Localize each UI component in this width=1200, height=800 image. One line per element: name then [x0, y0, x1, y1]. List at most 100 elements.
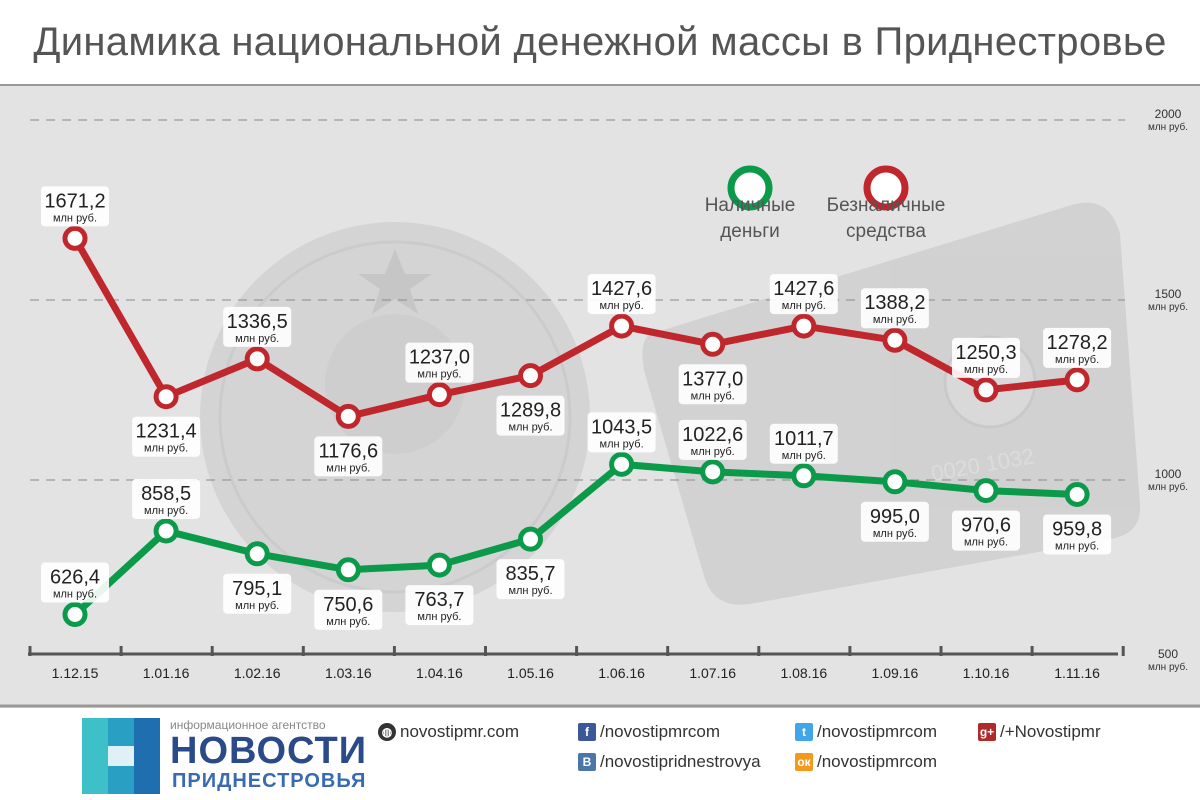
chart-title: Динамика национальной денежной массы в П…	[33, 20, 1167, 64]
data-label-bg	[587, 412, 656, 453]
data-label-bg	[769, 274, 838, 315]
data-point	[791, 463, 817, 489]
data-point	[62, 225, 88, 251]
x-axis: 1.12.15 1.01.16 1.02.16 1.03.16 1.04.16 1.05.…	[28, 646, 1125, 681]
data-point	[426, 552, 452, 578]
twitter-link[interactable]: t /novostipmrcom	[795, 722, 937, 742]
y-tick-unit: млн руб.	[1148, 481, 1188, 493]
data-point	[973, 478, 999, 504]
data-point	[700, 331, 726, 357]
data-label-unit: млн руб.	[326, 616, 370, 628]
data-point	[973, 377, 999, 403]
brand-subtitle: ПРИДНЕСТРОВЬЯ	[172, 770, 367, 792]
data-label-bg	[860, 501, 929, 542]
news-logo-icon	[82, 718, 160, 794]
x-tick-label: 1.05.16	[507, 665, 554, 681]
google-plus-icon: g+	[978, 723, 996, 741]
data-point	[518, 363, 543, 389]
data-label-bg	[223, 573, 292, 614]
data-label-value: 1278,2	[1047, 332, 1108, 354]
odnoklassniki-link[interactable]: ок /novostipmrcom	[795, 752, 937, 772]
data-label-value: 1427,6	[773, 278, 834, 300]
data-point	[882, 469, 908, 495]
gplus-link[interactable]: g+ /+Novostipmr	[978, 722, 1101, 741]
x-tick-label: 1.11.16	[1054, 665, 1100, 681]
data-label-value: 1388,2	[864, 292, 925, 314]
agency-caption: информационное агентство	[170, 718, 326, 732]
twitter-icon: t	[795, 723, 813, 741]
data-point	[62, 601, 88, 627]
y-tick-unit: млн руб.	[1148, 301, 1188, 313]
data-point	[153, 384, 179, 410]
odnoklassniki-icon: ок	[795, 753, 813, 771]
data-label-unit: млн руб.	[235, 333, 279, 345]
data-label-bg	[496, 559, 565, 600]
data-label-bg	[678, 364, 747, 405]
data-point	[244, 346, 270, 372]
data-label-bg	[405, 585, 474, 626]
y-tick-label: 1000	[1155, 467, 1182, 481]
data-label-unit: млн руб.	[1055, 540, 1099, 552]
data-point	[700, 459, 726, 485]
data-point	[426, 382, 452, 408]
data-label-value: 1250,3	[955, 342, 1016, 364]
data-point	[153, 518, 179, 544]
vk-link[interactable]: B /novostipridnestrovya	[578, 752, 761, 772]
data-label-value: 1231,4	[136, 421, 197, 443]
data-point	[335, 403, 361, 429]
globe-icon: ◍	[378, 723, 396, 741]
x-tick-label: 1.08.16	[780, 665, 827, 681]
data-label-bg	[314, 589, 383, 630]
data-label-value: 1011,7	[774, 428, 834, 450]
data-label-unit: млн руб.	[691, 446, 735, 458]
data-label-bg	[952, 510, 1020, 551]
data-label-unit: млн руб.	[508, 585, 552, 597]
data-label-unit: млн руб.	[600, 300, 644, 312]
legend-label: средства	[846, 221, 926, 242]
data-label-unit: млн руб.	[873, 314, 917, 326]
y-tick-label: 2000	[1155, 107, 1182, 121]
x-tick-label: 1.10.16	[963, 665, 1010, 681]
data-label-value: 858,5	[141, 483, 191, 505]
data-label-unit: млн руб.	[1055, 354, 1099, 366]
data-label-value: 1022,6	[682, 424, 743, 446]
data-label-value: 763,7	[414, 589, 464, 611]
data-label-value: 1427,6	[591, 278, 652, 300]
x-tick-label: 1.09.16	[872, 665, 919, 681]
data-label-bg	[1043, 514, 1112, 555]
legend-marker	[727, 165, 773, 211]
legend-label: деньги	[720, 221, 780, 242]
facebook-link[interactable]: f /novostipmrcom	[578, 722, 720, 742]
data-label-value: 1336,5	[227, 311, 288, 333]
data-label-bg	[860, 288, 929, 329]
data-label-bg	[952, 337, 1020, 378]
x-tick-label: 1.01.16	[143, 665, 190, 681]
data-label-bg	[405, 342, 474, 383]
data-label-unit: млн руб.	[964, 537, 1008, 549]
data-point	[244, 541, 270, 567]
facebook-icon: f	[578, 723, 596, 741]
data-point	[882, 327, 908, 353]
data-label-unit: млн руб.	[235, 600, 279, 612]
data-label-bg	[132, 478, 201, 519]
data-point	[609, 451, 635, 477]
data-label-value: 795,1	[232, 578, 282, 600]
site-link[interactable]: ◍ novostipmr.com	[378, 722, 519, 742]
y-tick-label: 1500	[1155, 287, 1182, 301]
data-label-unit: млн руб.	[417, 369, 461, 381]
data-label-bg	[223, 306, 292, 347]
data-label-unit: млн руб.	[600, 438, 644, 450]
data-label-value: 995,0	[870, 506, 920, 528]
footer: информационное агентство НОВОСТИ ПРИДНЕС…	[0, 712, 1200, 800]
x-tick-label: 1.04.16	[416, 665, 463, 681]
legend-label: Безналичные	[827, 195, 946, 216]
x-tick-label: 1.07.16	[689, 665, 736, 681]
grid-lines	[30, 119, 1125, 481]
y-tick-label: 500	[1158, 647, 1178, 661]
data-label-unit: млн руб.	[53, 588, 97, 600]
data-point	[518, 526, 543, 552]
x-tick-label: 1.12.15	[52, 665, 99, 681]
vk-icon: B	[578, 753, 596, 771]
